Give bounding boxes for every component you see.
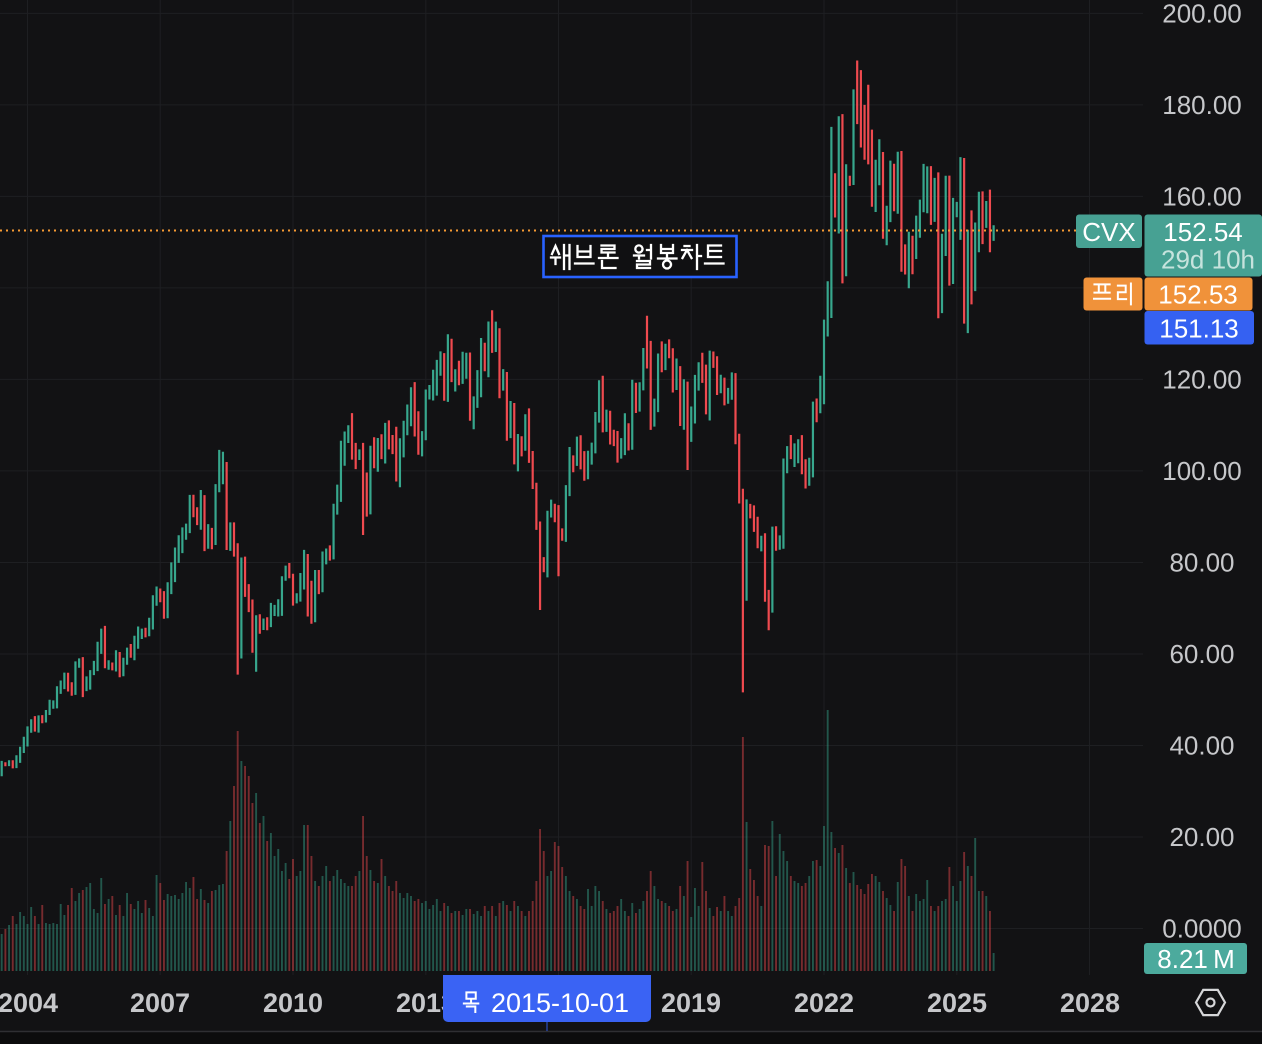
svg-text:152.53: 152.53 bbox=[1158, 280, 1238, 310]
svg-text:40.00: 40.00 bbox=[1169, 730, 1234, 760]
svg-text:2015-10-01: 2015-10-01 bbox=[491, 988, 629, 1018]
svg-text:2022: 2022 bbox=[794, 988, 854, 1018]
svg-text:2004: 2004 bbox=[0, 988, 58, 1018]
svg-text:0.0000: 0.0000 bbox=[1162, 914, 1242, 944]
svg-text:60.00: 60.00 bbox=[1169, 639, 1234, 669]
svg-text:2010: 2010 bbox=[263, 988, 323, 1018]
svg-text:151.13: 151.13 bbox=[1159, 314, 1239, 344]
svg-text:2007: 2007 bbox=[130, 988, 190, 1018]
svg-text:80.00: 80.00 bbox=[1169, 547, 1234, 577]
svg-text:8.21 M: 8.21 M bbox=[1157, 944, 1234, 974]
svg-text:200.00: 200.00 bbox=[1162, 0, 1242, 28]
svg-text:CVX: CVX bbox=[1082, 217, 1135, 247]
svg-text:29d 10h: 29d 10h bbox=[1161, 245, 1255, 275]
svg-text:2025: 2025 bbox=[927, 988, 987, 1018]
svg-text:120.00: 120.00 bbox=[1162, 364, 1242, 394]
svg-text:180.00: 180.00 bbox=[1162, 90, 1242, 120]
svg-text:20.00: 20.00 bbox=[1169, 822, 1234, 852]
svg-text:100.00: 100.00 bbox=[1162, 456, 1242, 486]
svg-text:2019: 2019 bbox=[661, 988, 721, 1018]
svg-text:2028: 2028 bbox=[1060, 988, 1120, 1018]
svg-text:152.54: 152.54 bbox=[1163, 217, 1243, 247]
svg-text:160.00: 160.00 bbox=[1162, 181, 1242, 211]
